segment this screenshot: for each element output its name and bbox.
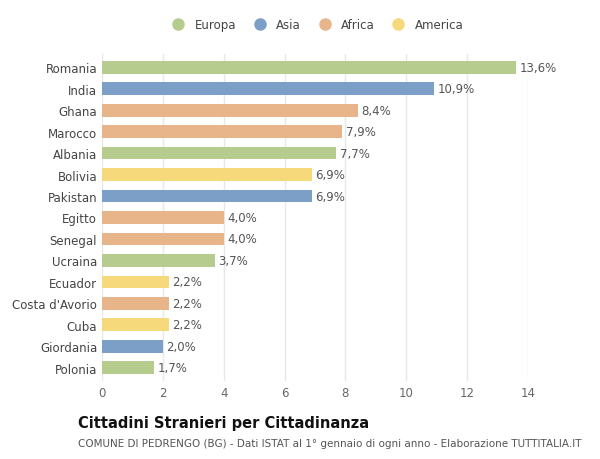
Legend: Europa, Asia, Africa, America: Europa, Asia, Africa, America [166, 19, 464, 32]
Text: 2,2%: 2,2% [173, 276, 202, 289]
Text: 1,7%: 1,7% [157, 362, 187, 375]
Bar [102, 62, 516, 74]
Bar [102, 126, 343, 139]
Bar [102, 212, 224, 224]
Bar [102, 83, 434, 96]
Bar [102, 233, 224, 246]
Bar [102, 169, 312, 182]
Bar [102, 340, 163, 353]
Bar [102, 190, 312, 203]
Text: 7,7%: 7,7% [340, 147, 370, 160]
Text: 13,6%: 13,6% [520, 62, 557, 74]
Text: Cittadini Stranieri per Cittadinanza: Cittadini Stranieri per Cittadinanza [78, 415, 369, 431]
Bar [102, 147, 337, 160]
Text: 8,4%: 8,4% [361, 104, 391, 118]
Text: 3,7%: 3,7% [218, 254, 248, 268]
Text: 2,0%: 2,0% [167, 340, 196, 353]
Text: COMUNE DI PEDRENGO (BG) - Dati ISTAT al 1° gennaio di ogni anno - Elaborazione T: COMUNE DI PEDRENGO (BG) - Dati ISTAT al … [78, 438, 581, 448]
Text: 10,9%: 10,9% [437, 83, 475, 96]
Text: 6,9%: 6,9% [316, 190, 346, 203]
Bar [102, 254, 215, 267]
Bar [102, 276, 169, 289]
Text: 2,2%: 2,2% [173, 297, 202, 310]
Bar [102, 104, 358, 117]
Text: 7,9%: 7,9% [346, 126, 376, 139]
Text: 4,0%: 4,0% [227, 233, 257, 246]
Bar [102, 319, 169, 332]
Bar [102, 297, 169, 310]
Text: 2,2%: 2,2% [173, 319, 202, 332]
Text: 6,9%: 6,9% [316, 168, 346, 182]
Bar [102, 362, 154, 375]
Text: 4,0%: 4,0% [227, 212, 257, 224]
